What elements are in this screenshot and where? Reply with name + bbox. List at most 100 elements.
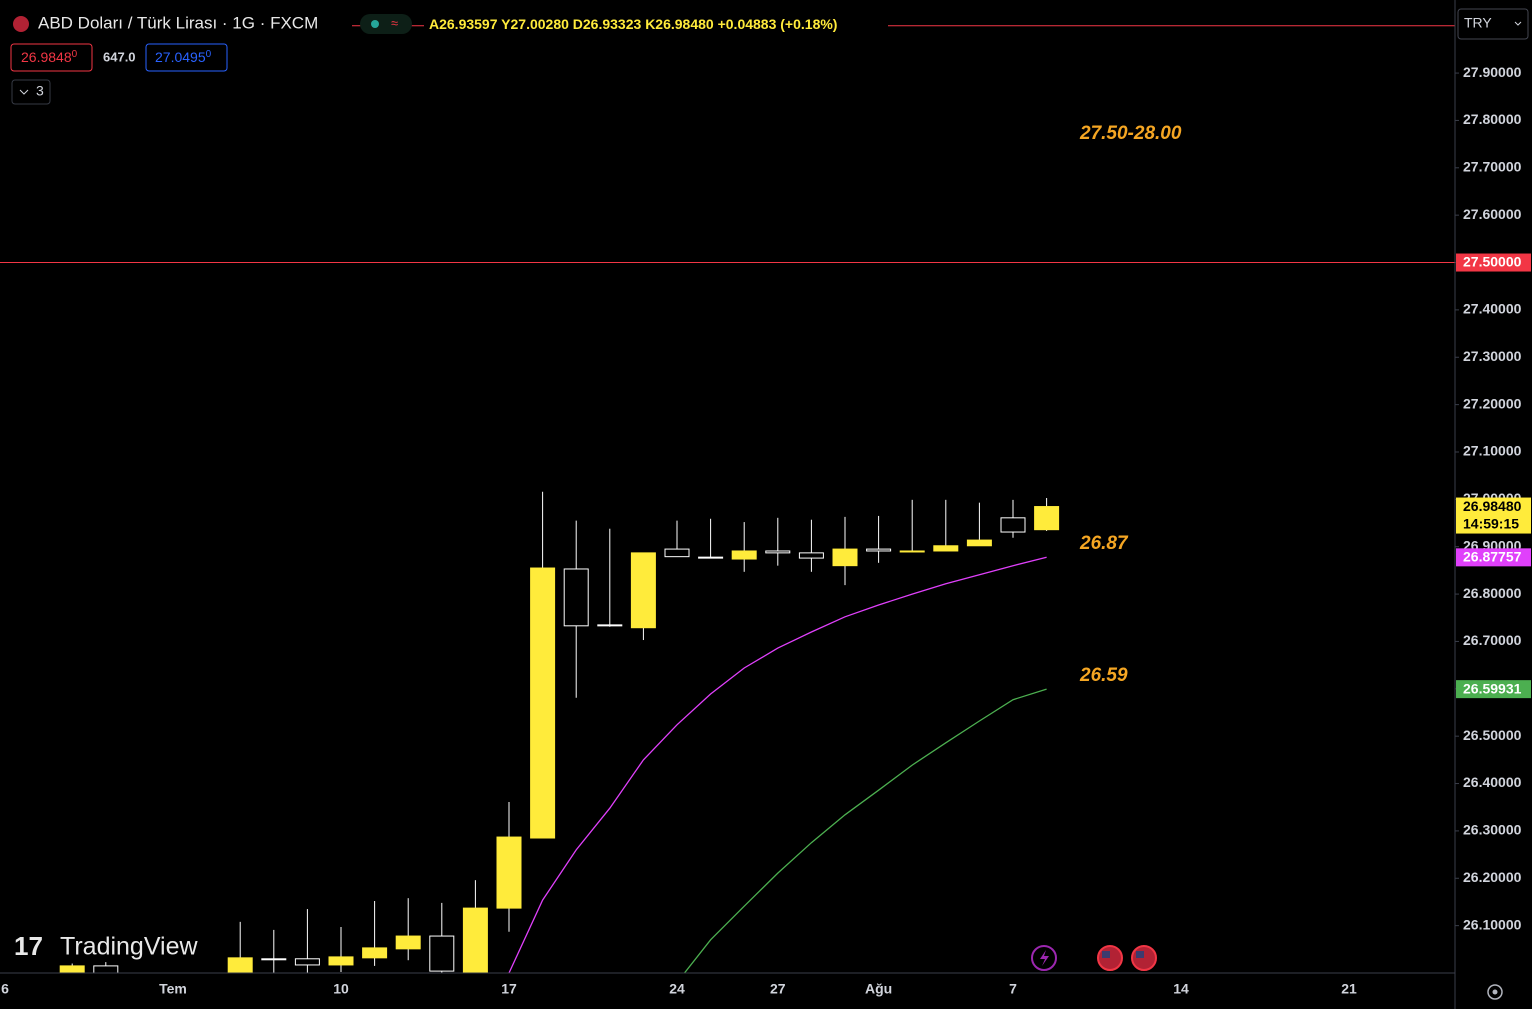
sell-frac: 0 (72, 49, 78, 60)
sell-price: 26.98480 (21, 49, 78, 65)
x-tick-label: 24 (669, 981, 685, 997)
candle-body (362, 947, 388, 959)
moving-average-line (683, 688, 1047, 973)
flag-canton (1136, 951, 1144, 958)
candle-body (395, 935, 421, 950)
y-tick-label: 27.30000 (1463, 348, 1522, 364)
chevron (19, 89, 29, 95)
x-tick-label: Tem (159, 981, 187, 997)
buy-main: 27.0495 (155, 49, 206, 65)
ohlc-close: K26.98480 (645, 16, 714, 32)
y-tick-label: 26.30000 (1463, 822, 1522, 838)
axes: 26.10000 26.20000 26.30000 26.40000 26.50000… (1, 64, 1531, 997)
y-tick-label: 26.10000 (1463, 916, 1522, 932)
ma-price-label: 26.87757 (1463, 549, 1522, 565)
buy-button[interactable] (145, 43, 228, 72)
annotation: 26.87 (1079, 533, 1129, 554)
y-tick-label: 27.80000 (1463, 111, 1522, 127)
market-open-dot (371, 20, 379, 28)
candle-body (731, 550, 757, 560)
y-tick-label: 27.20000 (1463, 395, 1522, 411)
spread: 647.0 (103, 49, 136, 64)
logo-mark: 17 (14, 931, 43, 961)
candle-body (59, 965, 85, 973)
candle-body (866, 548, 892, 552)
candle-body (664, 548, 690, 558)
y-tick-label: 27.90000 (1463, 64, 1522, 80)
candle-body (227, 957, 253, 973)
currency-select[interactable] (1457, 8, 1529, 40)
hline-price-label: 27.50000 (1463, 254, 1522, 270)
candle-body (630, 552, 656, 629)
sell-main: 26.9848 (21, 49, 72, 65)
x-tick-label: 10 (333, 981, 349, 997)
y-tick-label: 26.50000 (1463, 727, 1522, 743)
settings-icon[interactable] (1487, 984, 1503, 1000)
indicators-toggle[interactable] (11, 79, 51, 105)
candle-body (832, 548, 858, 567)
candle-body (765, 550, 791, 554)
candle-body (496, 836, 522, 909)
settings-dot (1492, 989, 1498, 995)
y-tick-label: 26.40000 (1463, 774, 1522, 790)
indicators-count: 3 (36, 83, 44, 99)
ma-price-label-bg (1456, 680, 1531, 699)
candle-body (1000, 517, 1026, 533)
symbol-title: ABD Doları / Türk Lirası · 1G · FXCM (38, 13, 318, 32)
header-bg (0, 8, 352, 40)
buy-price: 27.04950 (155, 49, 212, 65)
hline-price-label-bg (1456, 253, 1531, 272)
candle-body (1034, 506, 1060, 531)
x-tick-label: 27 (770, 981, 786, 997)
candle-body (429, 935, 455, 972)
candle-body (530, 567, 556, 839)
currency: TRY (1464, 15, 1492, 31)
candle-body (597, 624, 623, 627)
y-tick-label: 27.70000 (1463, 158, 1522, 174)
candle-body (966, 539, 992, 547)
ohlc-open: A26.93597 (429, 16, 498, 32)
y-tick-label: 26.80000 (1463, 585, 1522, 601)
buy-frac: 0 (206, 49, 212, 60)
flag-icon (13, 16, 29, 32)
ohlc-change: +0.04883 (+0.18%) (718, 16, 838, 32)
sell-button[interactable] (10, 43, 93, 72)
last-price-label: 26.98480 (1463, 498, 1522, 514)
y-tick-label: 27.60000 (1463, 206, 1522, 222)
status-badge (360, 14, 412, 34)
last-price-label-bg (1456, 497, 1531, 534)
candle-body (698, 556, 724, 559)
candle-body (899, 550, 925, 553)
candle-body (933, 545, 959, 552)
ohlc-bg (424, 10, 888, 40)
x-tick-label: 7 (1009, 981, 1017, 997)
candle-body (261, 958, 287, 961)
ohlc-high: Y27.00280 (501, 16, 569, 32)
x-tick-label: Ağu (865, 981, 892, 997)
x-tick-label: 6 (1, 981, 9, 997)
logo: TradingView (60, 933, 199, 961)
x-tick-label: 21 (1341, 981, 1357, 997)
plot-area (0, 25, 1455, 973)
candle-body (328, 956, 354, 966)
ma-price-label: 26.59931 (1463, 680, 1522, 696)
candle-body (563, 568, 589, 627)
y-tick-label: 27.10000 (1463, 443, 1522, 459)
ohlc-low: D26.93323 (573, 16, 642, 32)
ma-price-label-bg (1456, 548, 1531, 567)
moving-average-line (508, 556, 1047, 973)
candle-body (798, 552, 824, 559)
delay-icon: ≈ (391, 15, 398, 30)
countdown: 14:59:15 (1463, 515, 1519, 531)
lightning (1040, 950, 1049, 966)
flag-canton (1102, 951, 1110, 958)
annotation: 26.59 (1079, 665, 1128, 686)
candle-body (294, 958, 320, 966)
y-tick-label: 26.70000 (1463, 632, 1522, 648)
ohlc-legend: A26.93597 Y27.00280 D26.93323 K26.98480 … (429, 16, 837, 32)
candle-body (93, 965, 119, 973)
y-tick-label: 27.40000 (1463, 301, 1522, 317)
x-tick-label: 14 (1173, 981, 1189, 997)
